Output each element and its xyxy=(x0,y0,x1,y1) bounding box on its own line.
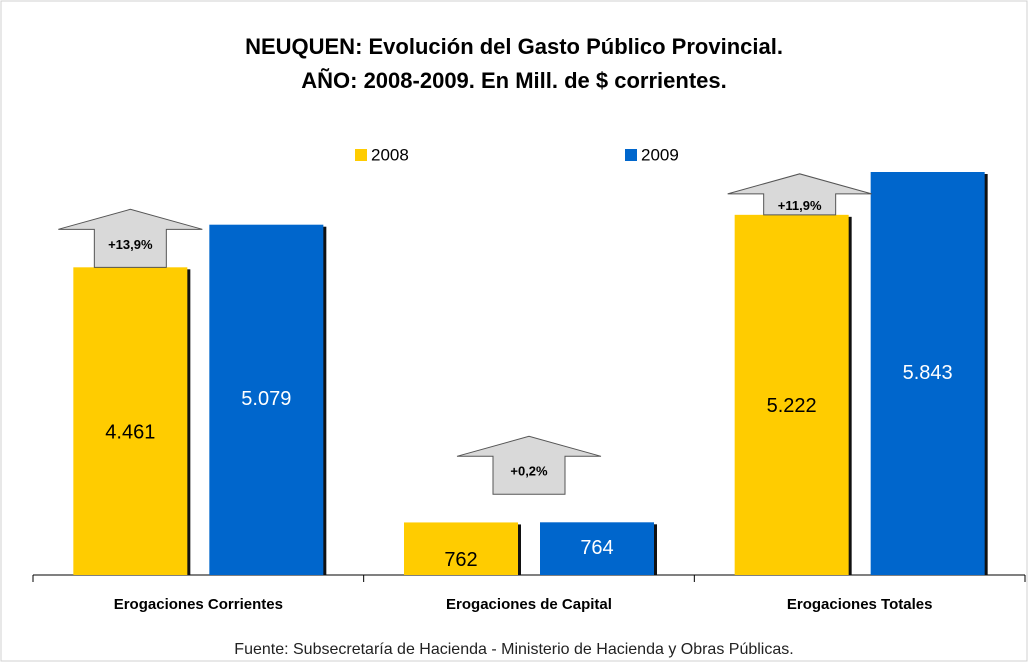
growth-label: +0,2% xyxy=(510,464,548,479)
chart-subtitle: AÑO: 2008-2009. En Mill. de $ corrientes… xyxy=(301,68,727,93)
growth-arrow xyxy=(58,208,203,268)
legend-swatch xyxy=(355,149,367,161)
growth-arrow xyxy=(456,435,602,495)
legend-swatch xyxy=(625,149,637,161)
growth-arrow xyxy=(727,173,872,216)
data-label: 4.461 xyxy=(105,421,155,443)
data-label: 762 xyxy=(444,549,477,571)
data-label: 764 xyxy=(580,537,613,559)
growth-label: +13,9% xyxy=(108,237,153,252)
bar xyxy=(209,224,324,576)
chart-title: NEUQUEN: Evolución del Gasto Público Pro… xyxy=(245,34,783,59)
legend-label: 2009 xyxy=(641,145,679,164)
source-note: Fuente: Subsecretaría de Hacienda - Mini… xyxy=(234,641,793,658)
bar xyxy=(540,522,654,575)
x-tick-label: Erogaciones de Capital xyxy=(446,596,612,613)
data-label: 5.222 xyxy=(767,395,817,417)
data-label: 5.079 xyxy=(241,388,291,410)
bar xyxy=(870,172,985,575)
bar xyxy=(734,214,849,576)
growth-label: +11,9% xyxy=(778,198,822,213)
legend-label: 2008 xyxy=(371,145,409,164)
data-label: 5.843 xyxy=(903,362,953,384)
bar xyxy=(404,522,518,575)
x-tick-label: Erogaciones Corrientes xyxy=(114,596,283,613)
x-tick-label: Erogaciones Totales xyxy=(787,596,933,613)
bar xyxy=(73,267,188,575)
